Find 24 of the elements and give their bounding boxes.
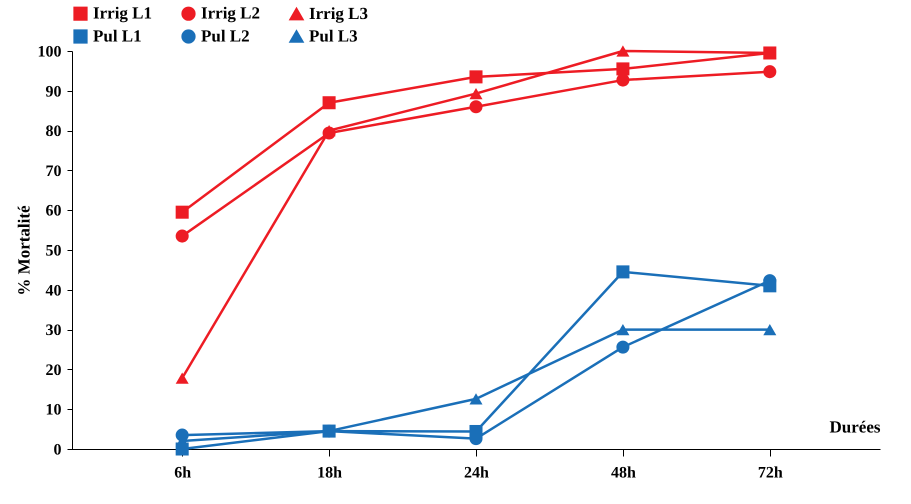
x-tick-label: 24h bbox=[464, 464, 490, 482]
y-tick-label: 20 bbox=[46, 362, 62, 379]
legend-label: Irrig L1 bbox=[93, 4, 152, 23]
y-tick-label: 80 bbox=[46, 123, 62, 140]
y-tick-label: 50 bbox=[46, 242, 62, 260]
x-axis-title: Durées bbox=[830, 418, 881, 436]
y-tick-label: 100 bbox=[38, 44, 62, 60]
legend-label: Irrig L2 bbox=[201, 4, 260, 23]
y-tick-label: 40 bbox=[46, 282, 62, 300]
y-tick-label: 70 bbox=[46, 162, 62, 180]
y-tick-label: 0 bbox=[54, 442, 62, 458]
legend-label: Pul L2 bbox=[201, 26, 250, 46]
x-tick-label: 6h bbox=[174, 464, 192, 482]
y-tick-label: 90 bbox=[46, 83, 62, 100]
y-axis-title: % Mortalité bbox=[14, 204, 34, 296]
y-tick-label: 10 bbox=[46, 402, 62, 419]
x-tick-label: 72h bbox=[758, 464, 783, 482]
y-tick-label: 60 bbox=[46, 202, 62, 220]
x-tick-label: 18h bbox=[317, 464, 342, 482]
legend-label: Pul L1 bbox=[93, 26, 142, 46]
legend-label: Pul L3 bbox=[309, 26, 358, 46]
x-tick-label: 48h bbox=[610, 464, 636, 482]
y-tick-label: 30 bbox=[46, 322, 62, 340]
legend-label: Irrig L3 bbox=[309, 4, 368, 24]
